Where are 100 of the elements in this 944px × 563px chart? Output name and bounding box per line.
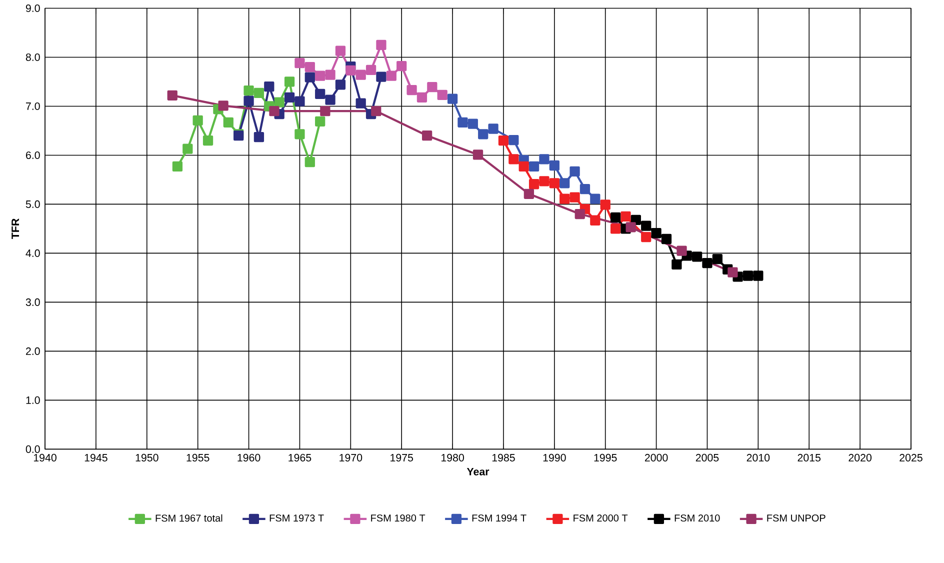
point (284, 92, 295, 102)
point (315, 116, 326, 126)
point (427, 82, 438, 92)
point (468, 118, 478, 129)
point (712, 254, 722, 264)
x-axis-title: Year (466, 468, 490, 476)
y-tick-label: 8.0 (26, 53, 40, 61)
y-tick-label: 2.0 (26, 347, 40, 355)
x-tick-label: 1965 (288, 454, 312, 462)
legend-label: FSM UNPOP (767, 514, 826, 522)
x-tick-label: 1945 (84, 454, 108, 462)
x-tick-label: 1955 (186, 454, 210, 462)
y-tick-label: 6.0 (26, 151, 40, 159)
point (274, 97, 284, 108)
point (641, 220, 652, 231)
point (304, 62, 315, 72)
point (620, 211, 631, 222)
point (590, 194, 600, 204)
point (294, 58, 305, 68)
point (244, 85, 254, 96)
point (753, 270, 764, 281)
point (610, 212, 621, 222)
y-axis-title: TFR (12, 218, 19, 239)
point (376, 40, 386, 50)
point (335, 79, 346, 90)
x-tick-label: 1970 (340, 454, 362, 462)
point (182, 144, 193, 154)
legend-label: FSM 1980 T (371, 514, 426, 522)
point (676, 246, 687, 256)
point (284, 76, 295, 87)
point (346, 65, 356, 76)
point (508, 134, 519, 145)
point (167, 90, 178, 100)
x-tick-label: 1975 (390, 454, 413, 462)
point (458, 117, 468, 128)
point (560, 194, 570, 204)
point (244, 96, 254, 106)
point (356, 98, 366, 108)
point (172, 161, 183, 172)
point (254, 88, 264, 98)
point (570, 166, 580, 176)
point (539, 176, 550, 186)
x-tick-label: 2025 (900, 454, 922, 462)
x-tick-label: 1960 (238, 454, 260, 462)
x-tick-label: 1995 (594, 454, 617, 462)
point (549, 178, 560, 188)
point (574, 208, 585, 219)
point (325, 94, 336, 105)
point (416, 92, 428, 102)
x-tick-label: 2020 (848, 454, 872, 462)
y-tick-label: 7.0 (26, 102, 40, 110)
point (518, 161, 529, 172)
point (376, 72, 386, 82)
x-tick-label: 1950 (136, 454, 158, 462)
y-tick-label: 3.0 (26, 298, 40, 306)
point (661, 234, 672, 244)
point (315, 70, 326, 81)
y-tick-label: 5.0 (26, 200, 40, 208)
point (406, 84, 417, 96)
legend-label: FSM 2010 (674, 514, 720, 522)
point (600, 200, 610, 210)
x-tick-label: 1940 (34, 454, 56, 462)
point (742, 270, 754, 281)
point (549, 160, 560, 170)
x-tick-label: 2005 (696, 454, 719, 462)
x-tick-label: 2010 (746, 454, 770, 462)
point (528, 161, 540, 172)
point (590, 215, 600, 226)
y-tick-label: 1.0 (26, 396, 40, 404)
point (223, 117, 234, 128)
point (728, 267, 738, 278)
point (304, 156, 315, 168)
point (315, 88, 326, 99)
point (304, 72, 315, 82)
legend-label: FSM 1967 total (156, 514, 222, 522)
point (524, 188, 534, 199)
point (335, 46, 346, 56)
point (488, 124, 498, 134)
point (366, 64, 376, 75)
point (396, 60, 407, 72)
point (294, 128, 305, 140)
point (325, 70, 336, 80)
legend-label: FSM 2000 T (574, 514, 628, 522)
point (508, 154, 519, 164)
x-tick-label: 1980 (441, 454, 464, 462)
point (702, 258, 712, 268)
point (386, 70, 396, 81)
point (437, 90, 448, 100)
point (202, 135, 214, 146)
x-tick-label: 1990 (543, 454, 566, 462)
point (539, 154, 550, 164)
y-tick-label: 0.0 (26, 445, 40, 453)
y-tick-label: 4.0 (26, 249, 40, 257)
point (447, 94, 458, 104)
point (192, 115, 203, 126)
point (560, 178, 570, 188)
point (254, 132, 264, 142)
point (264, 81, 274, 92)
x-tick-label: 1985 (492, 454, 515, 462)
point (371, 106, 382, 116)
